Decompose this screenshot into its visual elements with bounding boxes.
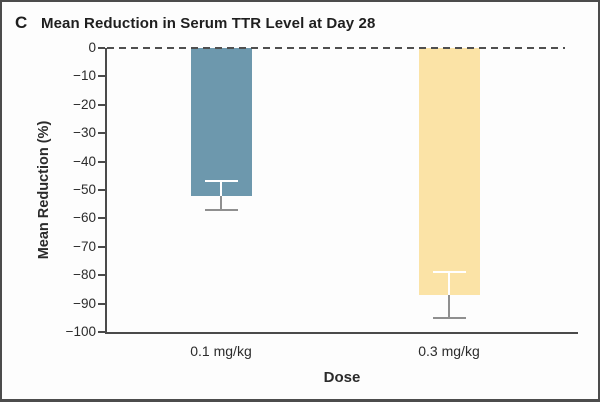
error-bar-cap-upper [432, 271, 466, 274]
y-tick-label: −90 [73, 295, 96, 311]
y-tick-mark [98, 47, 105, 49]
y-tick-mark [98, 189, 105, 191]
y-tick-mark [98, 245, 105, 248]
y-axis-line [105, 48, 107, 334]
x-tick-label: 0.3 mg/kg [418, 343, 480, 359]
y-tick-label: −60 [73, 210, 96, 226]
y-tick-label: −70 [73, 238, 96, 254]
error-bar-line-lower [220, 195, 222, 210]
y-tick-mark [98, 75, 105, 78]
y-tick-label: −10 [73, 68, 96, 84]
y-tick-label: 0 [88, 40, 96, 55]
error-bar-line-upper [220, 181, 222, 196]
y-tick-label: −100 [65, 324, 96, 339]
bar [418, 48, 480, 296]
y-tick-mark [98, 274, 105, 277]
error-bar-cap-upper [204, 180, 238, 183]
error-bar-cap-lower [432, 316, 466, 319]
y-tick-mark [98, 302, 105, 305]
y-tick-mark [98, 331, 105, 333]
y-tick-mark [98, 160, 105, 163]
error-bar-cap-lower [204, 208, 238, 211]
bar [190, 48, 252, 196]
panel-letter: C [15, 13, 28, 32]
error-bar-line-upper [448, 272, 450, 296]
y-tick-label: −20 [73, 96, 96, 112]
y-tick-label: −50 [73, 182, 96, 197]
x-tick-label: 0.1 mg/kg [190, 343, 252, 359]
x-axis-title: Dose [323, 369, 361, 386]
y-tick-label: −30 [73, 125, 96, 141]
y-tick-label: −80 [73, 267, 96, 283]
y-tick-label: −40 [73, 153, 96, 169]
chart-title: Mean Reduction in Serum TTR Level at Day… [41, 15, 376, 32]
y-tick-mark [98, 103, 105, 106]
zero-baseline-dashed-line [107, 47, 565, 49]
y-tick-mark [98, 217, 105, 220]
y-axis-title: Mean Reduction (%) [36, 120, 52, 260]
x-axis-line [105, 332, 578, 334]
error-bar-line-lower [448, 295, 450, 318]
y-tick-mark [98, 132, 105, 135]
